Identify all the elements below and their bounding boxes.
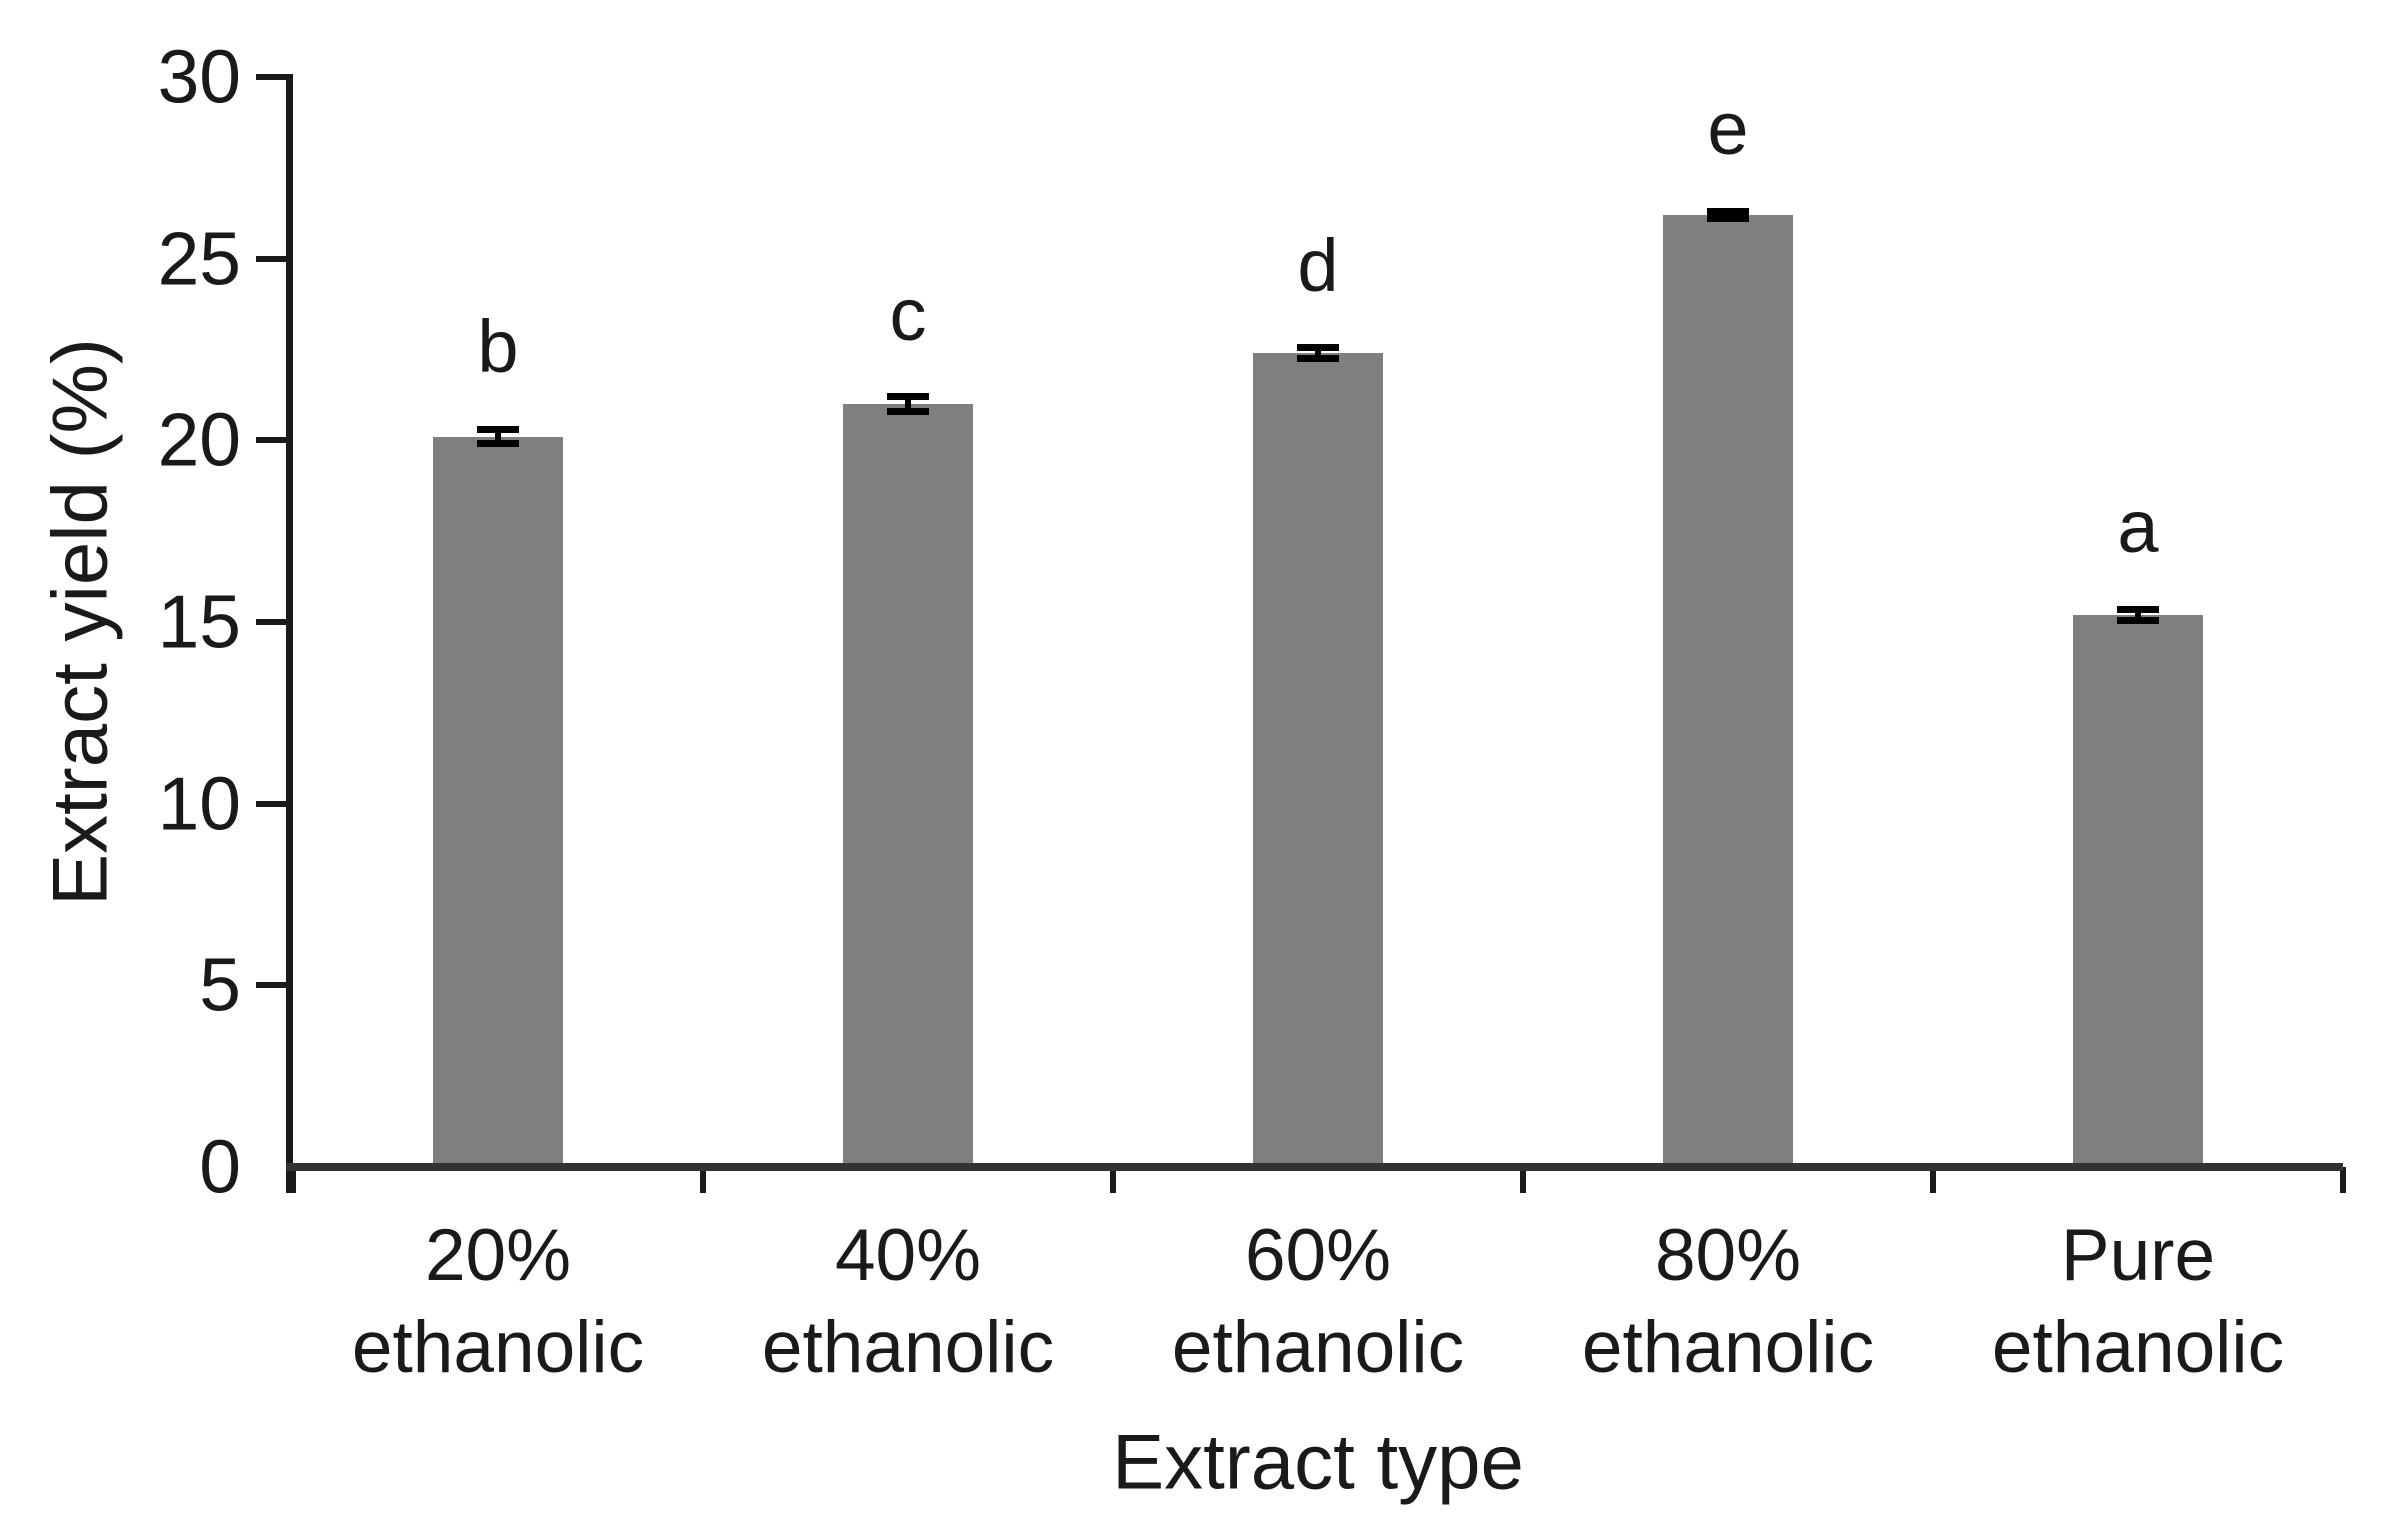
y-axis-tick xyxy=(256,619,286,625)
category-label: 40% ethanolic xyxy=(762,1210,1054,1394)
category-label: 20% ethanolic xyxy=(352,1210,644,1394)
bar[interactable] xyxy=(843,404,973,1167)
error-bar-line xyxy=(905,393,911,415)
y-axis-tick xyxy=(256,255,286,262)
significance-letter: b xyxy=(477,305,519,389)
y-tick-label: 10 xyxy=(157,761,241,846)
category-label-line: ethanolic xyxy=(1581,1307,1875,1388)
error-bar-top-cap xyxy=(887,393,929,401)
significance-letter: d xyxy=(1297,223,1339,307)
error-bar-bottom-cap xyxy=(1297,355,1339,363)
x-axis-tick xyxy=(1110,1167,1116,1193)
bar[interactable] xyxy=(1663,215,1793,1167)
x-axis-tick xyxy=(1930,1167,1936,1193)
y-tick-label: 20 xyxy=(157,397,241,482)
error-bar-top-cap xyxy=(1707,207,1749,215)
y-axis-tick xyxy=(256,437,286,444)
error-bar-top-cap xyxy=(2117,605,2159,613)
category-label-line: Pure xyxy=(2060,1215,2216,1296)
error-bar-bottom-cap xyxy=(477,440,519,448)
bar[interactable] xyxy=(433,436,563,1167)
category-label-line: 40% xyxy=(834,1215,982,1296)
error-bar-line xyxy=(2135,605,2141,624)
significance-letter: a xyxy=(2117,485,2159,569)
error-bar-line xyxy=(495,425,501,448)
category-label-line: ethanolic xyxy=(1171,1307,1465,1388)
significance-letter: e xyxy=(1707,87,1749,171)
error-bar-line xyxy=(1725,207,1731,223)
y-tick-label: 25 xyxy=(157,216,241,301)
x-axis-tick xyxy=(290,1167,296,1193)
bar[interactable] xyxy=(1253,353,1383,1167)
y-tick-label: 5 xyxy=(199,942,241,1027)
category-label-line: ethanolic xyxy=(351,1307,645,1388)
error-bar-bottom-cap xyxy=(2117,616,2159,624)
error-bar-bottom-cap xyxy=(887,407,929,415)
category-label-line: ethanolic xyxy=(761,1307,1055,1388)
bar[interactable] xyxy=(2073,614,2203,1167)
y-axis-tick xyxy=(256,982,286,989)
y-axis-tick xyxy=(256,800,286,807)
error-bar-top-cap xyxy=(1297,344,1339,352)
category-label: 60% ethanolic xyxy=(1172,1210,1464,1394)
y-axis-tick xyxy=(256,74,286,80)
category-label-line: 20% xyxy=(424,1215,572,1296)
significance-letter: c xyxy=(889,272,927,356)
error-bar-bottom-cap xyxy=(1707,215,1749,223)
error-bar-line xyxy=(1315,344,1321,363)
category-label: 80% ethanolic xyxy=(1582,1210,1874,1394)
y-tick-label: 15 xyxy=(157,579,241,664)
x-axis-tick xyxy=(1520,1167,1526,1193)
y-axis-line xyxy=(286,74,293,1193)
category-label-line: 60% xyxy=(1244,1215,1392,1296)
x-axis-line xyxy=(286,1163,2343,1171)
category-label-line: ethanolic xyxy=(1991,1307,2285,1388)
category-label: Pure ethanolic xyxy=(1992,1210,2284,1394)
x-axis-tick xyxy=(700,1167,706,1193)
error-bar-top-cap xyxy=(477,425,519,433)
y-tick-label: 0 xyxy=(199,1124,241,1209)
y-tick-label: 30 xyxy=(157,34,241,119)
category-label-line: 80% xyxy=(1654,1215,1802,1296)
x-axis-tick xyxy=(2340,1167,2346,1193)
x-axis-title: Extract type xyxy=(1112,1417,1524,1506)
